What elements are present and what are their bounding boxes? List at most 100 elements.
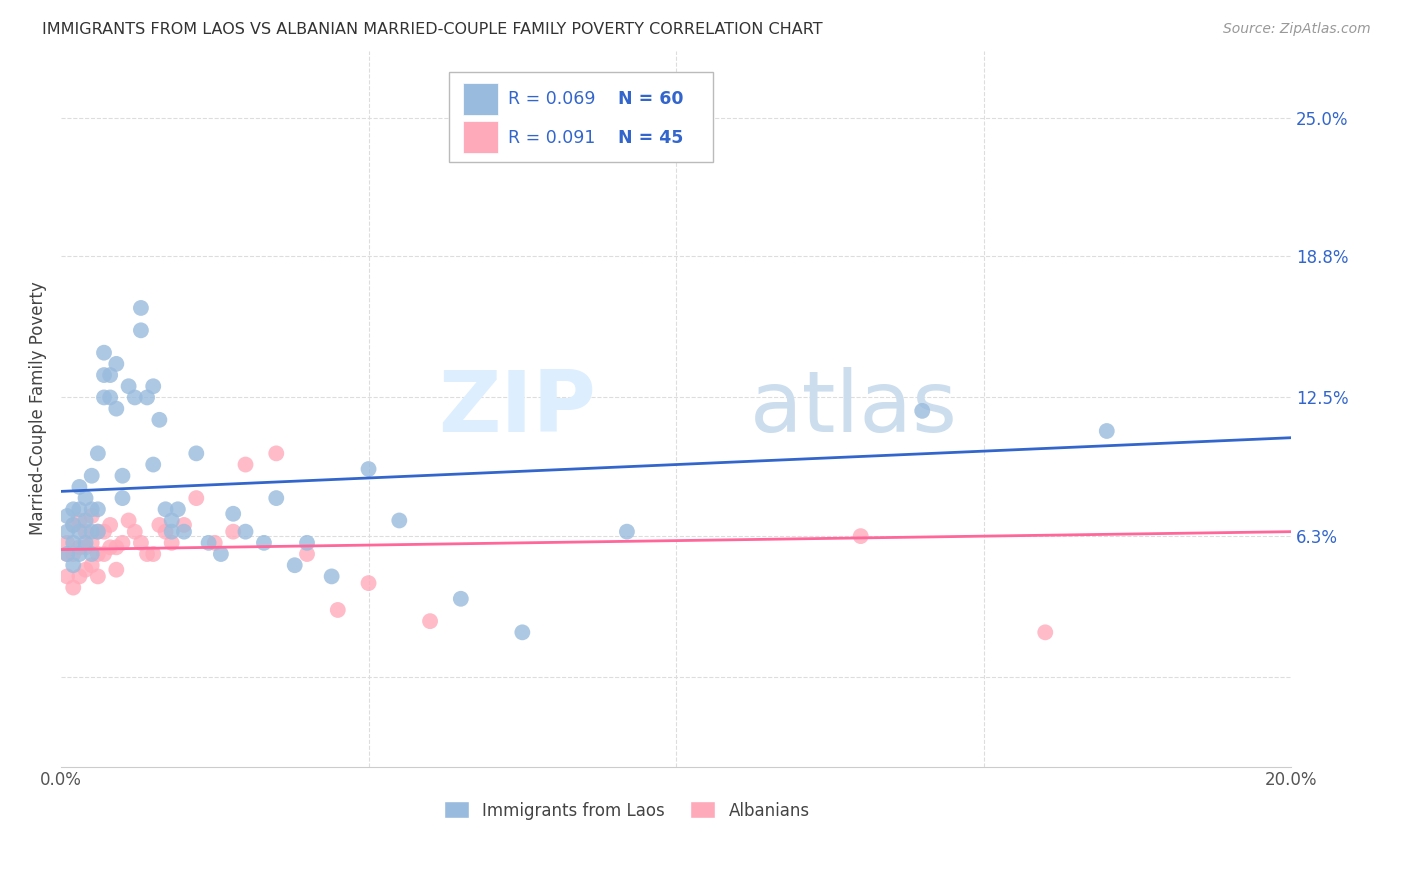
Point: [155, 524, 177, 539]
Point: [56, 547, 79, 561]
Point: [616, 524, 638, 539]
Point: [75, 524, 97, 539]
Point: [62, 558, 84, 573]
Point: [93, 547, 115, 561]
Point: [75, 563, 97, 577]
Point: [67, 569, 90, 583]
Point: [56, 547, 79, 561]
Point: [117, 513, 139, 527]
Point: [62, 581, 84, 595]
Point: [160, 524, 183, 539]
Point: [87, 524, 110, 539]
Point: [111, 468, 134, 483]
Point: [98, 541, 121, 555]
Text: N = 45: N = 45: [619, 129, 683, 147]
Point: [136, 547, 159, 561]
Point: [209, 547, 232, 561]
Text: R = 0.091: R = 0.091: [508, 129, 595, 147]
Point: [129, 536, 152, 550]
Point: [264, 446, 287, 460]
Point: [105, 541, 128, 555]
Point: [148, 413, 170, 427]
Point: [67, 547, 90, 561]
Point: [56, 569, 79, 583]
Point: [67, 524, 90, 539]
Legend: Immigrants from Laos, Albanians: Immigrants from Laos, Albanians: [437, 795, 817, 826]
Point: [186, 446, 208, 460]
Point: [911, 404, 934, 418]
Text: N = 60: N = 60: [619, 90, 683, 108]
Point: [80, 524, 103, 539]
Point: [326, 603, 349, 617]
Point: [142, 379, 165, 393]
Point: [87, 446, 110, 460]
Point: [419, 614, 441, 628]
Point: [80, 558, 103, 573]
Point: [388, 513, 411, 527]
Point: [124, 391, 146, 405]
Point: [111, 536, 134, 550]
Point: [129, 301, 152, 315]
Point: [67, 502, 90, 516]
Point: [160, 536, 183, 550]
Y-axis label: Married-Couple Family Poverty: Married-Couple Family Poverty: [30, 282, 46, 535]
Point: [186, 491, 208, 505]
Point: [62, 518, 84, 533]
Point: [98, 518, 121, 533]
Point: [124, 524, 146, 539]
Point: [155, 502, 177, 516]
Point: [105, 357, 128, 371]
Point: [62, 536, 84, 550]
Point: [142, 458, 165, 472]
Point: [87, 569, 110, 583]
Point: [284, 558, 307, 573]
Point: [173, 524, 195, 539]
Point: [87, 547, 110, 561]
Point: [62, 547, 84, 561]
Point: [197, 536, 219, 550]
Point: [93, 391, 115, 405]
Point: [321, 569, 343, 583]
Point: [1033, 625, 1056, 640]
Point: [235, 458, 257, 472]
Point: [80, 468, 103, 483]
Point: [253, 536, 276, 550]
Point: [173, 518, 195, 533]
Point: [222, 507, 245, 521]
Point: [56, 524, 79, 539]
Point: [75, 541, 97, 555]
Point: [75, 491, 97, 505]
FancyBboxPatch shape: [464, 120, 498, 153]
Point: [62, 502, 84, 516]
Text: ZIP: ZIP: [439, 368, 596, 450]
Point: [142, 547, 165, 561]
Point: [450, 591, 472, 606]
Point: [56, 536, 79, 550]
Point: [75, 513, 97, 527]
Point: [93, 524, 115, 539]
Text: atlas: atlas: [749, 368, 957, 450]
Point: [357, 462, 380, 476]
Point: [67, 480, 90, 494]
Point: [67, 541, 90, 555]
Point: [93, 368, 115, 382]
Point: [166, 502, 188, 516]
Point: [357, 576, 380, 591]
Point: [67, 513, 90, 527]
Point: [62, 518, 84, 533]
Point: [75, 536, 97, 550]
Point: [1095, 424, 1118, 438]
Point: [117, 379, 139, 393]
Point: [56, 508, 79, 523]
Point: [98, 368, 121, 382]
Point: [295, 547, 318, 561]
Point: [93, 345, 115, 359]
Text: R = 0.069: R = 0.069: [508, 90, 595, 108]
FancyBboxPatch shape: [449, 72, 713, 161]
Point: [105, 401, 128, 416]
Point: [80, 547, 103, 561]
Point: [204, 536, 226, 550]
Point: [136, 391, 159, 405]
Point: [98, 391, 121, 405]
Point: [264, 491, 287, 505]
